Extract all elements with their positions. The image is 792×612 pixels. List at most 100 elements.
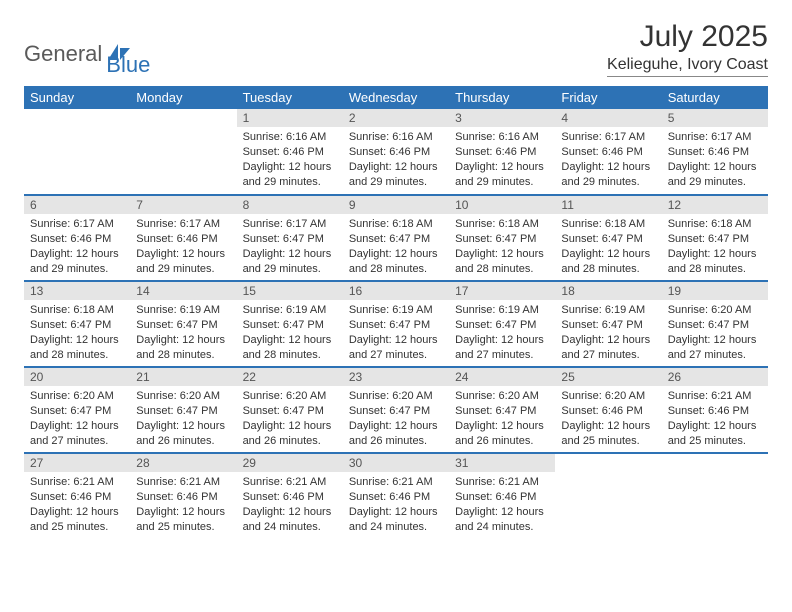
calendar-day-cell: 10Sunrise: 6:18 AMSunset: 6:47 PMDayligh… <box>449 195 555 281</box>
calendar-week-row: 13Sunrise: 6:18 AMSunset: 6:47 PMDayligh… <box>24 281 768 367</box>
calendar-day-cell: 3Sunrise: 6:16 AMSunset: 6:46 PMDaylight… <box>449 109 555 195</box>
calendar-day-cell: 24Sunrise: 6:20 AMSunset: 6:47 PMDayligh… <box>449 367 555 453</box>
day-content: Sunrise: 6:19 AMSunset: 6:47 PMDaylight:… <box>449 300 555 365</box>
day-number: 15 <box>237 282 343 300</box>
day-number: 8 <box>237 196 343 214</box>
day-content: Sunrise: 6:21 AMSunset: 6:46 PMDaylight:… <box>237 472 343 537</box>
calendar-day-cell: 26Sunrise: 6:21 AMSunset: 6:46 PMDayligh… <box>662 367 768 453</box>
day-content: Sunrise: 6:20 AMSunset: 6:47 PMDaylight:… <box>24 386 130 451</box>
day-content: Sunrise: 6:17 AMSunset: 6:46 PMDaylight:… <box>555 127 661 192</box>
calendar-day-cell: 19Sunrise: 6:20 AMSunset: 6:47 PMDayligh… <box>662 281 768 367</box>
day-number: 27 <box>24 454 130 472</box>
calendar-day-cell: 22Sunrise: 6:20 AMSunset: 6:47 PMDayligh… <box>237 367 343 453</box>
day-content: Sunrise: 6:20 AMSunset: 6:46 PMDaylight:… <box>555 386 661 451</box>
calendar-day-cell: 16Sunrise: 6:19 AMSunset: 6:47 PMDayligh… <box>343 281 449 367</box>
day-number: 23 <box>343 368 449 386</box>
day-content: Sunrise: 6:21 AMSunset: 6:46 PMDaylight:… <box>662 386 768 451</box>
day-content: Sunrise: 6:18 AMSunset: 6:47 PMDaylight:… <box>24 300 130 365</box>
calendar-day-cell: 11Sunrise: 6:18 AMSunset: 6:47 PMDayligh… <box>555 195 661 281</box>
day-content: Sunrise: 6:20 AMSunset: 6:47 PMDaylight:… <box>343 386 449 451</box>
day-content: Sunrise: 6:20 AMSunset: 6:47 PMDaylight:… <box>449 386 555 451</box>
calendar-day-cell: 8Sunrise: 6:17 AMSunset: 6:47 PMDaylight… <box>237 195 343 281</box>
day-content: Sunrise: 6:16 AMSunset: 6:46 PMDaylight:… <box>237 127 343 192</box>
calendar-day-cell <box>662 453 768 539</box>
day-number: 9 <box>343 196 449 214</box>
calendar-day-cell <box>24 109 130 195</box>
month-title: July 2025 <box>607 20 768 54</box>
weekday-header: Friday <box>555 86 661 109</box>
day-number: 10 <box>449 196 555 214</box>
calendar-week-row: 27Sunrise: 6:21 AMSunset: 6:46 PMDayligh… <box>24 453 768 539</box>
day-content: Sunrise: 6:21 AMSunset: 6:46 PMDaylight:… <box>343 472 449 537</box>
calendar-day-cell: 2Sunrise: 6:16 AMSunset: 6:46 PMDaylight… <box>343 109 449 195</box>
day-content: Sunrise: 6:19 AMSunset: 6:47 PMDaylight:… <box>343 300 449 365</box>
calendar-day-cell: 20Sunrise: 6:20 AMSunset: 6:47 PMDayligh… <box>24 367 130 453</box>
logo-text-blue: Blue <box>106 52 150 78</box>
day-number: 17 <box>449 282 555 300</box>
day-number: 31 <box>449 454 555 472</box>
calendar-week-row: 1Sunrise: 6:16 AMSunset: 6:46 PMDaylight… <box>24 109 768 195</box>
calendar-day-cell: 7Sunrise: 6:17 AMSunset: 6:46 PMDaylight… <box>130 195 236 281</box>
weekday-header: Sunday <box>24 86 130 109</box>
calendar-day-cell: 12Sunrise: 6:18 AMSunset: 6:47 PMDayligh… <box>662 195 768 281</box>
day-number: 7 <box>130 196 236 214</box>
weekday-header: Wednesday <box>343 86 449 109</box>
day-content: Sunrise: 6:18 AMSunset: 6:47 PMDaylight:… <box>449 214 555 279</box>
day-number: 18 <box>555 282 661 300</box>
day-content: Sunrise: 6:20 AMSunset: 6:47 PMDaylight:… <box>130 386 236 451</box>
calendar-day-cell: 25Sunrise: 6:20 AMSunset: 6:46 PMDayligh… <box>555 367 661 453</box>
day-number: 16 <box>343 282 449 300</box>
day-content: Sunrise: 6:21 AMSunset: 6:46 PMDaylight:… <box>130 472 236 537</box>
day-content: Sunrise: 6:17 AMSunset: 6:47 PMDaylight:… <box>237 214 343 279</box>
day-number: 13 <box>24 282 130 300</box>
day-content: Sunrise: 6:19 AMSunset: 6:47 PMDaylight:… <box>555 300 661 365</box>
calendar-day-cell: 5Sunrise: 6:17 AMSunset: 6:46 PMDaylight… <box>662 109 768 195</box>
calendar-week-row: 6Sunrise: 6:17 AMSunset: 6:46 PMDaylight… <box>24 195 768 281</box>
location: Kelieguhe, Ivory Coast <box>607 56 768 77</box>
day-content: Sunrise: 6:19 AMSunset: 6:47 PMDaylight:… <box>130 300 236 365</box>
calendar-day-cell <box>555 453 661 539</box>
day-number: 4 <box>555 109 661 127</box>
day-content: Sunrise: 6:20 AMSunset: 6:47 PMDaylight:… <box>237 386 343 451</box>
day-number: 26 <box>662 368 768 386</box>
calendar-week-row: 20Sunrise: 6:20 AMSunset: 6:47 PMDayligh… <box>24 367 768 453</box>
day-number: 22 <box>237 368 343 386</box>
day-content: Sunrise: 6:18 AMSunset: 6:47 PMDaylight:… <box>662 214 768 279</box>
day-number: 3 <box>449 109 555 127</box>
day-content: Sunrise: 6:21 AMSunset: 6:46 PMDaylight:… <box>24 472 130 537</box>
calendar-day-cell: 23Sunrise: 6:20 AMSunset: 6:47 PMDayligh… <box>343 367 449 453</box>
calendar-day-cell: 14Sunrise: 6:19 AMSunset: 6:47 PMDayligh… <box>130 281 236 367</box>
header: General Blue July 2025 Kelieguhe, Ivory … <box>24 20 768 78</box>
calendar-day-cell: 4Sunrise: 6:17 AMSunset: 6:46 PMDaylight… <box>555 109 661 195</box>
day-number: 6 <box>24 196 130 214</box>
day-number: 28 <box>130 454 236 472</box>
day-content: Sunrise: 6:17 AMSunset: 6:46 PMDaylight:… <box>24 214 130 279</box>
day-number: 1 <box>237 109 343 127</box>
logo-text-general: General <box>24 41 102 67</box>
day-content: Sunrise: 6:20 AMSunset: 6:47 PMDaylight:… <box>662 300 768 365</box>
day-number: 24 <box>449 368 555 386</box>
calendar-table: SundayMondayTuesdayWednesdayThursdayFrid… <box>24 86 768 539</box>
calendar-day-cell: 13Sunrise: 6:18 AMSunset: 6:47 PMDayligh… <box>24 281 130 367</box>
day-content: Sunrise: 6:17 AMSunset: 6:46 PMDaylight:… <box>662 127 768 192</box>
day-content: Sunrise: 6:16 AMSunset: 6:46 PMDaylight:… <box>343 127 449 192</box>
day-number: 21 <box>130 368 236 386</box>
title-block: July 2025 Kelieguhe, Ivory Coast <box>607 20 768 77</box>
calendar-day-cell: 21Sunrise: 6:20 AMSunset: 6:47 PMDayligh… <box>130 367 236 453</box>
calendar-day-cell: 27Sunrise: 6:21 AMSunset: 6:46 PMDayligh… <box>24 453 130 539</box>
day-number: 14 <box>130 282 236 300</box>
day-number: 5 <box>662 109 768 127</box>
logo: General Blue <box>24 20 150 78</box>
day-number: 30 <box>343 454 449 472</box>
weekday-header: Tuesday <box>237 86 343 109</box>
calendar-day-cell: 31Sunrise: 6:21 AMSunset: 6:46 PMDayligh… <box>449 453 555 539</box>
day-number: 11 <box>555 196 661 214</box>
day-number: 25 <box>555 368 661 386</box>
calendar-day-cell: 15Sunrise: 6:19 AMSunset: 6:47 PMDayligh… <box>237 281 343 367</box>
day-content: Sunrise: 6:19 AMSunset: 6:47 PMDaylight:… <box>237 300 343 365</box>
weekday-header: Saturday <box>662 86 768 109</box>
day-content: Sunrise: 6:16 AMSunset: 6:46 PMDaylight:… <box>449 127 555 192</box>
calendar-day-cell: 28Sunrise: 6:21 AMSunset: 6:46 PMDayligh… <box>130 453 236 539</box>
day-content: Sunrise: 6:21 AMSunset: 6:46 PMDaylight:… <box>449 472 555 537</box>
day-number: 2 <box>343 109 449 127</box>
